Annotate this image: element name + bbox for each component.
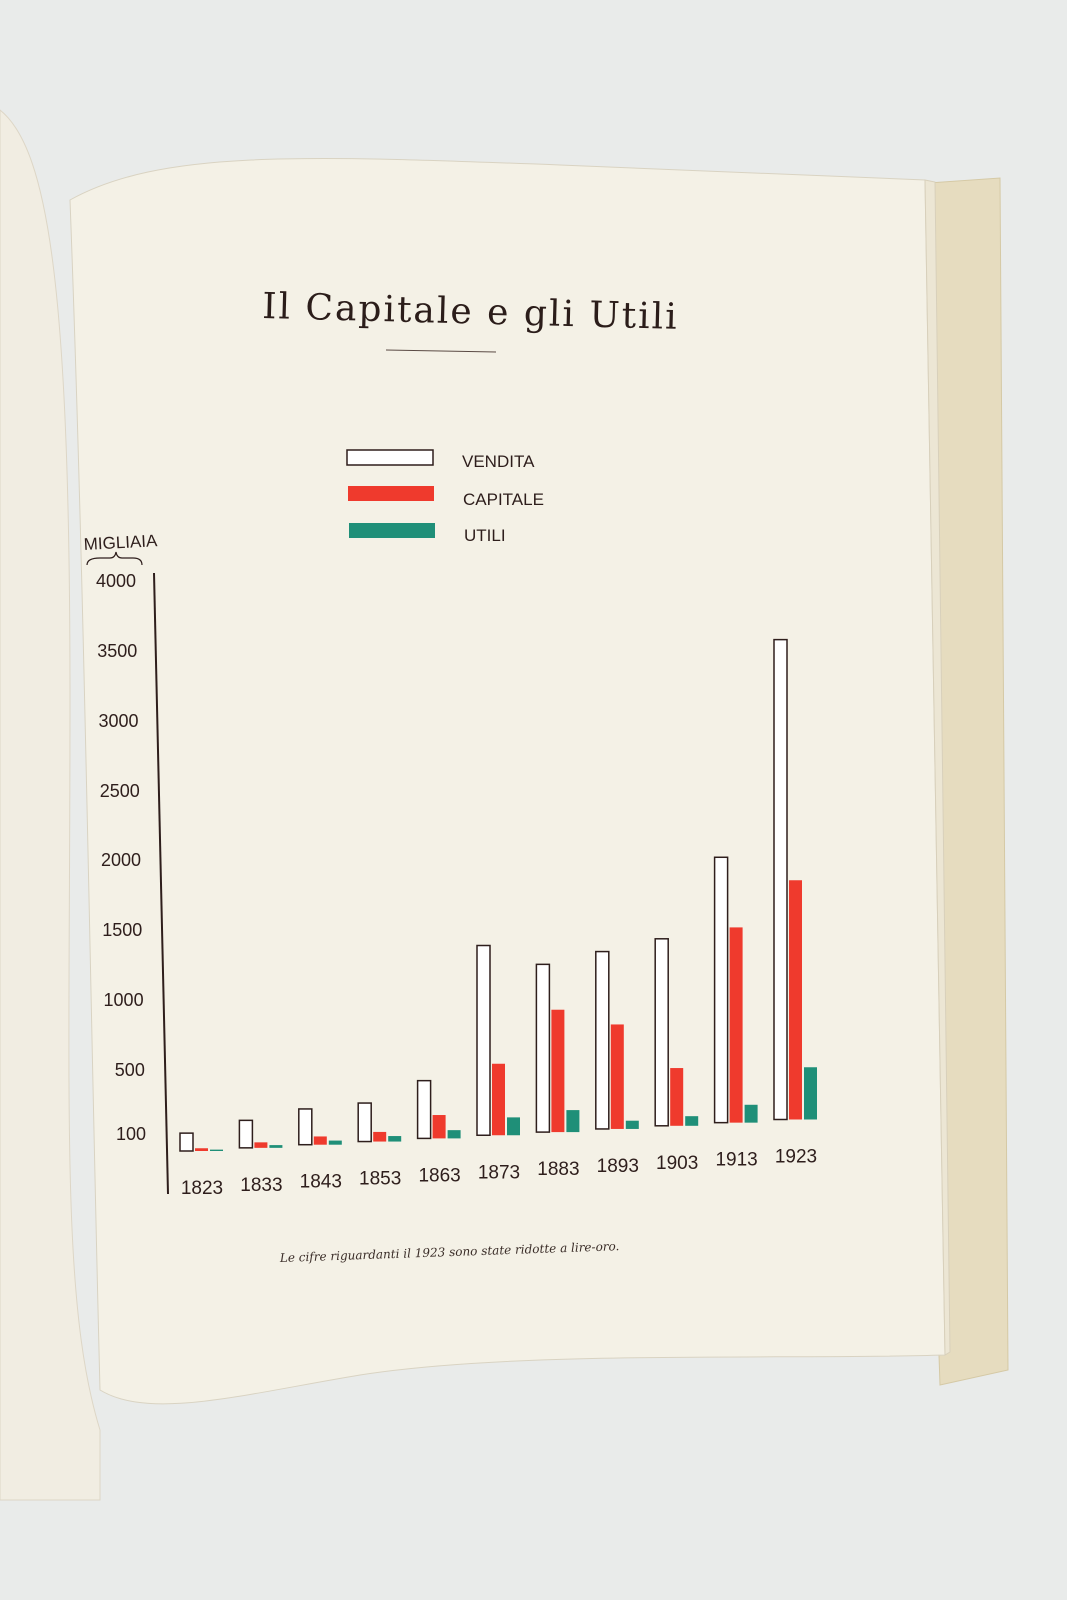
x-tick-label-1853: 1853: [359, 1169, 401, 1190]
y-tick-label: 2500: [100, 781, 140, 801]
page-edges: [924, 179, 951, 1356]
bar-vendita-1853: [357, 1102, 372, 1143]
bar-vendita-1873: [476, 944, 491, 1136]
bar-utili-1843: [328, 1140, 342, 1145]
x-tick-label-1833: 1833: [240, 1175, 282, 1196]
legend-swatch-vendita: [346, 449, 434, 466]
y-tick-label: 100: [116, 1124, 146, 1144]
title-divider: [385, 349, 497, 353]
y-tick-label: 4000: [96, 571, 136, 591]
x-tick-label-1823: 1823: [181, 1178, 223, 1199]
legend-swatch-capitale: [348, 486, 434, 501]
x-tick-label-1873: 1873: [478, 1162, 520, 1183]
bar-capitale-1833: [254, 1142, 268, 1148]
bar-vendita-1913: [713, 856, 729, 1124]
bar-vendita-1883: [535, 963, 551, 1133]
left-page-curl: [0, 109, 101, 1501]
bar-capitale-1903: [670, 1068, 684, 1126]
y-tick-label: 3000: [99, 711, 139, 731]
bar-vendita-1833: [238, 1119, 254, 1149]
bar-utili-1853: [388, 1136, 402, 1142]
bar-utili-1883: [566, 1110, 580, 1133]
bar-capitale-1923: [789, 880, 802, 1120]
y-tick-label: 3500: [97, 641, 137, 661]
bar-vendita-1843: [298, 1108, 313, 1146]
bar-utili-1833: [269, 1145, 283, 1148]
y-tick-labels: 100 500 1000 1500 2000 2500 3000 3500 4000: [96, 571, 146, 1144]
y-tick-label: 1500: [102, 920, 142, 940]
bar-capitale-1873: [492, 1063, 505, 1136]
bar-vendita-1823: [179, 1132, 194, 1152]
y-axis-label: MIGLIAIA: [83, 531, 158, 554]
bar-utili-1923: [804, 1067, 817, 1120]
legend-label-capitale: CAPITALE: [463, 490, 544, 509]
page-sheet: [69, 157, 946, 1405]
bar-vendita-1903: [654, 938, 669, 1127]
x-tick-label-1923: 1923: [775, 1147, 817, 1168]
x-tick-label-1883: 1883: [537, 1159, 579, 1180]
x-tick-label-1903: 1903: [656, 1153, 698, 1174]
x-tick-label-1893: 1893: [597, 1156, 639, 1177]
bars: [179, 638, 817, 1152]
bar-capitale-1823: [195, 1148, 208, 1151]
bar-capitale-1843: [313, 1136, 327, 1145]
bar-capitale-1863: [432, 1115, 446, 1139]
bar-vendita-1923: [773, 638, 788, 1121]
y-tick-label: 1000: [104, 990, 144, 1010]
bar-capitale-1883: [551, 1009, 565, 1133]
y-tick-label: 2000: [101, 850, 141, 870]
bar-vendita-1863: [416, 1079, 432, 1140]
legend-label-vendita: VENDITA: [462, 452, 535, 471]
bar-capitale-1893: [610, 1024, 624, 1129]
bar-utili-1893: [625, 1120, 639, 1129]
legend: VENDITA CAPITALE UTILI: [346, 449, 544, 545]
y-axis-line: [153, 572, 169, 1195]
bar-vendita-1893: [595, 950, 610, 1130]
x-tick-label-1913: 1913: [715, 1150, 757, 1171]
bar-utili-1823: [210, 1149, 223, 1151]
bar-utili-1873: [507, 1117, 520, 1136]
x-tick-label-1843: 1843: [300, 1172, 342, 1193]
bar-capitale-1913: [729, 927, 743, 1123]
x-tick-labels: 1823 1833 1843 1853 1863 1873 1883 1893 1903 1913…: [181, 1147, 817, 1200]
y-tick-label: 500: [115, 1060, 145, 1080]
bar-capitale-1853: [373, 1131, 387, 1142]
bar-utili-1913: [744, 1104, 758, 1123]
x-tick-label-1863: 1863: [418, 1165, 460, 1186]
bar-utili-1903: [685, 1116, 699, 1126]
legend-label-utili: UTILI: [464, 526, 506, 545]
bar-utili-1863: [447, 1130, 461, 1139]
legend-swatch-utili: [349, 523, 435, 538]
y-axis-label-brace: [86, 551, 143, 566]
